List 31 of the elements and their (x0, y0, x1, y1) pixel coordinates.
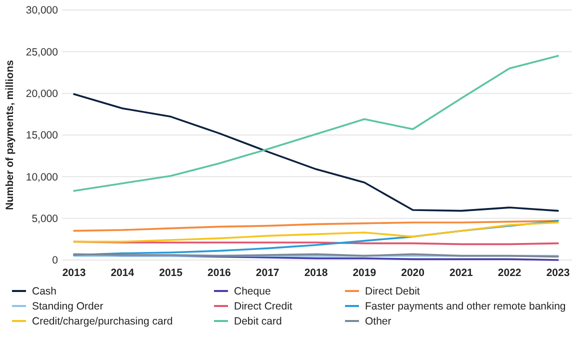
x-tick-label: 2016 (208, 267, 232, 279)
line-series (73, 222, 559, 243)
y-axis-title: Number of payments, millions (4, 60, 16, 210)
x-tick-label: 2020 (401, 267, 425, 279)
y-tick-label: 20,000 (26, 88, 58, 100)
y-tick-label: 30,000 (26, 4, 58, 17)
legend-label: Cash (32, 286, 57, 298)
y-tick-label: 5,000 (32, 213, 58, 226)
y-tick-label: 0 (52, 254, 58, 267)
x-tick-label: 2017 (256, 267, 280, 279)
x-tick-label: 2021 (450, 267, 474, 279)
x-tick-label: 2015 (159, 267, 183, 279)
x-tick-label: 2023 (546, 267, 570, 279)
legend-label: Debit card (234, 316, 282, 328)
legend-label: Cheque (234, 286, 271, 298)
y-tick-label: 15,000 (26, 130, 58, 142)
y-tick-label: 25,000 (26, 46, 58, 58)
y-tick-label: 10,000 (26, 171, 58, 184)
x-tick-label: 2018 (304, 267, 328, 279)
legend-label: Credit/charge/purchasing card (32, 316, 173, 328)
legend-label: Standing Order (32, 300, 104, 313)
x-tick-label: 2014 (110, 267, 134, 279)
x-tick-label: 2019 (352, 267, 376, 279)
line-series (73, 54, 559, 192)
x-tick-label: 2013 (62, 267, 86, 279)
legend-label: Other (365, 316, 392, 328)
line-series (73, 93, 559, 212)
x-tick-label: 2022 (498, 267, 522, 279)
legend-label: Faster payments and other remote banking (365, 300, 566, 313)
legend-label: Direct Debit (365, 286, 420, 298)
legend-label: Direct Credit (234, 300, 292, 313)
